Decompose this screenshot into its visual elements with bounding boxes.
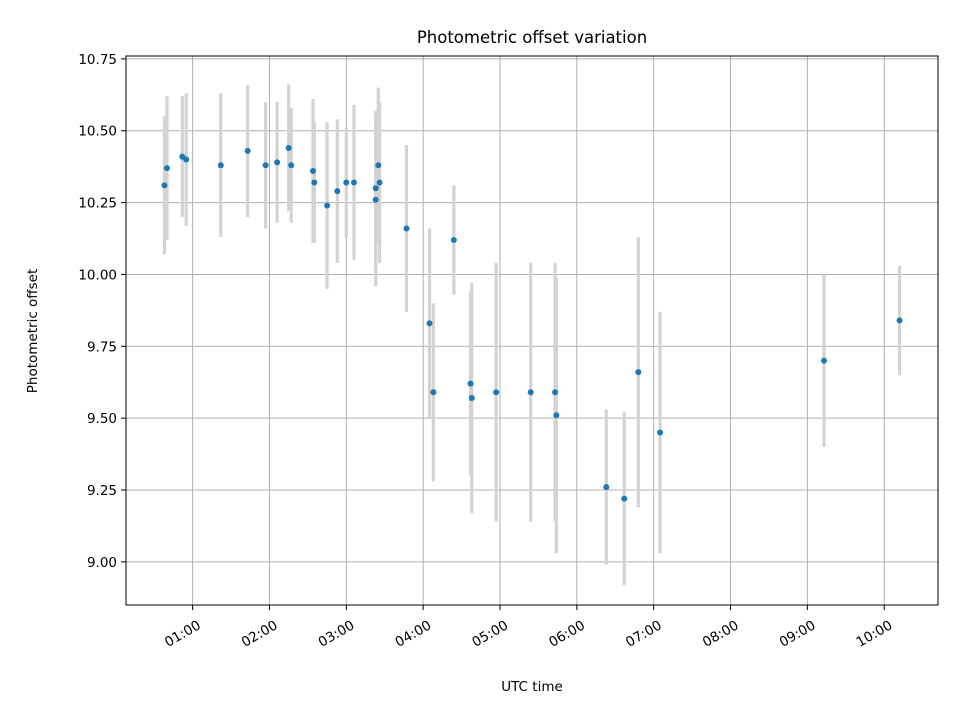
y-tick-label: 10.75 [78, 52, 117, 68]
data-point [493, 389, 500, 396]
data-point [527, 389, 534, 396]
data-point [403, 225, 410, 232]
data-point [375, 162, 382, 169]
data-point [161, 182, 168, 189]
y-tick-label: 9.50 [87, 411, 117, 427]
y-tick-label: 10.25 [78, 196, 117, 212]
chart-title: Photometric offset variation [417, 28, 647, 47]
data-point [274, 159, 281, 166]
data-point [635, 369, 642, 376]
y-tick-label: 9.25 [87, 483, 117, 499]
data-point [343, 179, 350, 186]
data-point [468, 395, 475, 402]
data-point [244, 147, 251, 154]
data-point [821, 357, 828, 364]
data-point [183, 156, 190, 163]
data-point [285, 144, 292, 151]
data-point [553, 412, 560, 419]
x-axis-label: UTC time [501, 679, 563, 695]
data-point [372, 196, 379, 203]
data-point [426, 320, 433, 327]
data-point [657, 429, 664, 436]
data-point [163, 165, 170, 172]
data-point [350, 179, 357, 186]
data-point [376, 179, 383, 186]
data-point [372, 185, 379, 192]
data-point [262, 162, 269, 169]
y-tick-label: 10.00 [78, 267, 117, 283]
data-point [603, 484, 610, 491]
data-point [896, 317, 903, 324]
data-point [334, 188, 341, 195]
data-points [161, 144, 903, 502]
plot-frame [125, 55, 939, 606]
data-point [288, 162, 295, 169]
data-point [217, 162, 224, 169]
y-tick-label: 9.00 [87, 555, 117, 571]
data-point [309, 167, 316, 174]
data-point [621, 495, 628, 502]
y-tick-label: 10.50 [78, 124, 117, 140]
data-point [430, 389, 437, 396]
data-point [311, 179, 318, 186]
y-tick-label: 9.75 [87, 339, 117, 355]
y-axis-label: Photometric offset [25, 269, 41, 393]
data-point [552, 389, 559, 396]
data-point [467, 380, 474, 387]
data-point [324, 202, 331, 209]
data-point [450, 236, 457, 243]
